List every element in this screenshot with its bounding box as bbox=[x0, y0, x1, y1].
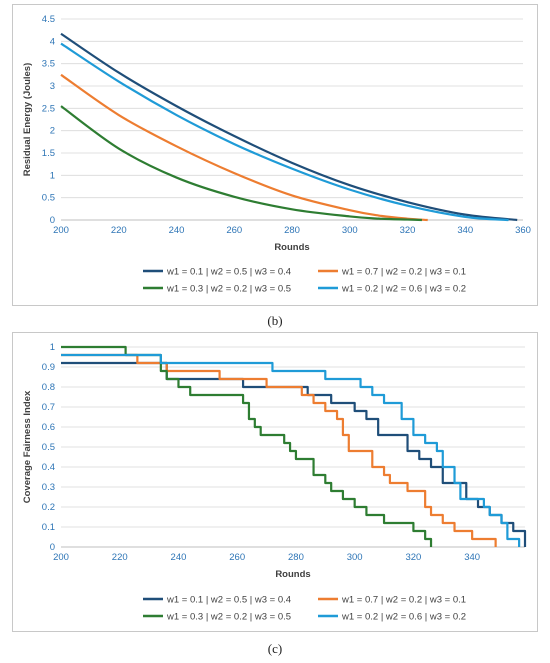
y-tick-label: 0.5 bbox=[42, 442, 55, 453]
x-tick-label: 240 bbox=[169, 225, 185, 236]
y-axis-title: Residual Energy (Joules) bbox=[22, 63, 33, 177]
x-tick-label: 280 bbox=[284, 225, 300, 236]
y-tick-label: 1 bbox=[50, 170, 55, 181]
legend-label-4: w1 = 0.2 | w2 = 0.6 | w3 = 0.2 bbox=[341, 284, 466, 295]
x-tick-label: 340 bbox=[464, 552, 480, 563]
residual-energy-chart: 0 0.5 1 1.5 2 2.5 3 3.5 4 4.5 200 220 240 260 280 300 32… bbox=[22, 14, 531, 295]
series-line-4 bbox=[61, 353, 521, 547]
y-axis-title: Coverage Fairness Index bbox=[22, 390, 33, 503]
x-tick-label: 260 bbox=[226, 225, 242, 236]
x-tick-label: 340 bbox=[457, 225, 473, 236]
y-tick-label: 0.2 bbox=[42, 502, 55, 513]
y-tick-label: 0.5 bbox=[42, 193, 55, 204]
legend-label-1: w1 = 0.1 | w2 = 0.5 | w3 = 0.4 bbox=[166, 267, 291, 278]
x-tick-label: 320 bbox=[400, 225, 416, 236]
series-line-3 bbox=[60, 105, 422, 222]
series-line-3 bbox=[61, 345, 433, 547]
y-tick-label: 0.1 bbox=[42, 522, 55, 533]
panel-caption-b: (b) bbox=[267, 313, 283, 328]
y-tick-label: 2.5 bbox=[42, 103, 55, 114]
y-tick-label: 4 bbox=[50, 36, 55, 47]
y-tick-label: 0 bbox=[50, 542, 55, 553]
y-tick-label: 0.3 bbox=[42, 482, 55, 493]
y-tick-label: 4.5 bbox=[42, 14, 55, 25]
y-tick-label: 0.9 bbox=[42, 362, 55, 373]
series-line-1 bbox=[61, 361, 527, 547]
x-tick-label: 200 bbox=[53, 552, 69, 563]
legend-label-1: w1 = 0.1 | w2 = 0.5 | w3 = 0.4 bbox=[166, 595, 291, 606]
legend-label-2: w1 = 0.7 | w2 = 0.2 | w3 = 0.1 bbox=[341, 595, 466, 606]
x-tick-label: 240 bbox=[171, 552, 187, 563]
y-tick-label: 3 bbox=[50, 81, 55, 92]
x-tick-label: 300 bbox=[342, 225, 358, 236]
y-tick-label: 0.7 bbox=[42, 402, 55, 413]
y-tick-label: 0 bbox=[50, 215, 55, 226]
series-line-1 bbox=[60, 32, 518, 222]
y-tick-label: 2 bbox=[50, 126, 55, 137]
series-line-2 bbox=[60, 73, 428, 222]
x-tick-label: 360 bbox=[515, 225, 531, 236]
x-tick-label: 280 bbox=[288, 552, 304, 563]
y-tick-label: 1 bbox=[50, 342, 55, 353]
legend-label-4: w1 = 0.2 | w2 = 0.6 | w3 = 0.2 bbox=[341, 612, 466, 623]
chart-panel-coverage-fairness: 0 0.1 0.2 0.3 0.4 0.5 0.6 0.7 0.8 0.9 1 200 220 240 26… bbox=[12, 332, 538, 632]
legend-label-3: w1 = 0.3 | w2 = 0.2 | w3 = 0.5 bbox=[166, 612, 291, 623]
legend-label-3: w1 = 0.3 | w2 = 0.2 | w3 = 0.5 bbox=[166, 284, 291, 295]
series-line-2 bbox=[61, 353, 497, 547]
y-tick-label: 3.5 bbox=[42, 59, 55, 70]
legend-label-2: w1 = 0.7 | w2 = 0.2 | w3 = 0.1 bbox=[341, 267, 466, 278]
y-tick-label: 0.6 bbox=[42, 422, 55, 433]
panel-caption-c: (c) bbox=[267, 641, 283, 656]
x-tick-label: 220 bbox=[111, 225, 127, 236]
x-axis-title: Rounds bbox=[274, 242, 309, 253]
x-tick-label: 300 bbox=[347, 552, 363, 563]
series-line-4 bbox=[60, 42, 509, 222]
x-tick-label: 320 bbox=[405, 552, 421, 563]
x-tick-label: 200 bbox=[53, 225, 69, 236]
y-tick-label: 0.4 bbox=[42, 462, 55, 473]
x-tick-label: 260 bbox=[229, 552, 245, 563]
coverage-fairness-chart: 0 0.1 0.2 0.3 0.4 0.5 0.6 0.7 0.8 0.9 1 200 220 240 26… bbox=[22, 342, 527, 623]
y-tick-label: 1.5 bbox=[42, 148, 55, 159]
y-tick-label: 0.8 bbox=[42, 382, 55, 393]
x-tick-label: 220 bbox=[112, 552, 128, 563]
x-axis-title: Rounds bbox=[275, 569, 310, 580]
chart-panel-residual-energy: 0 0.5 1 1.5 2 2.5 3 3.5 4 4.5 200 220 240 260 280 300 32… bbox=[12, 4, 538, 306]
